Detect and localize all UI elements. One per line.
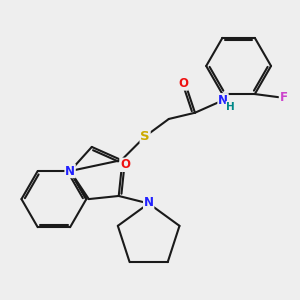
Text: N: N bbox=[65, 164, 75, 178]
Text: H: H bbox=[226, 101, 235, 112]
Text: S: S bbox=[140, 130, 150, 143]
Text: F: F bbox=[280, 91, 287, 104]
Text: O: O bbox=[178, 77, 188, 90]
Text: O: O bbox=[120, 158, 130, 171]
Text: N: N bbox=[144, 196, 154, 209]
Text: N: N bbox=[218, 94, 228, 107]
